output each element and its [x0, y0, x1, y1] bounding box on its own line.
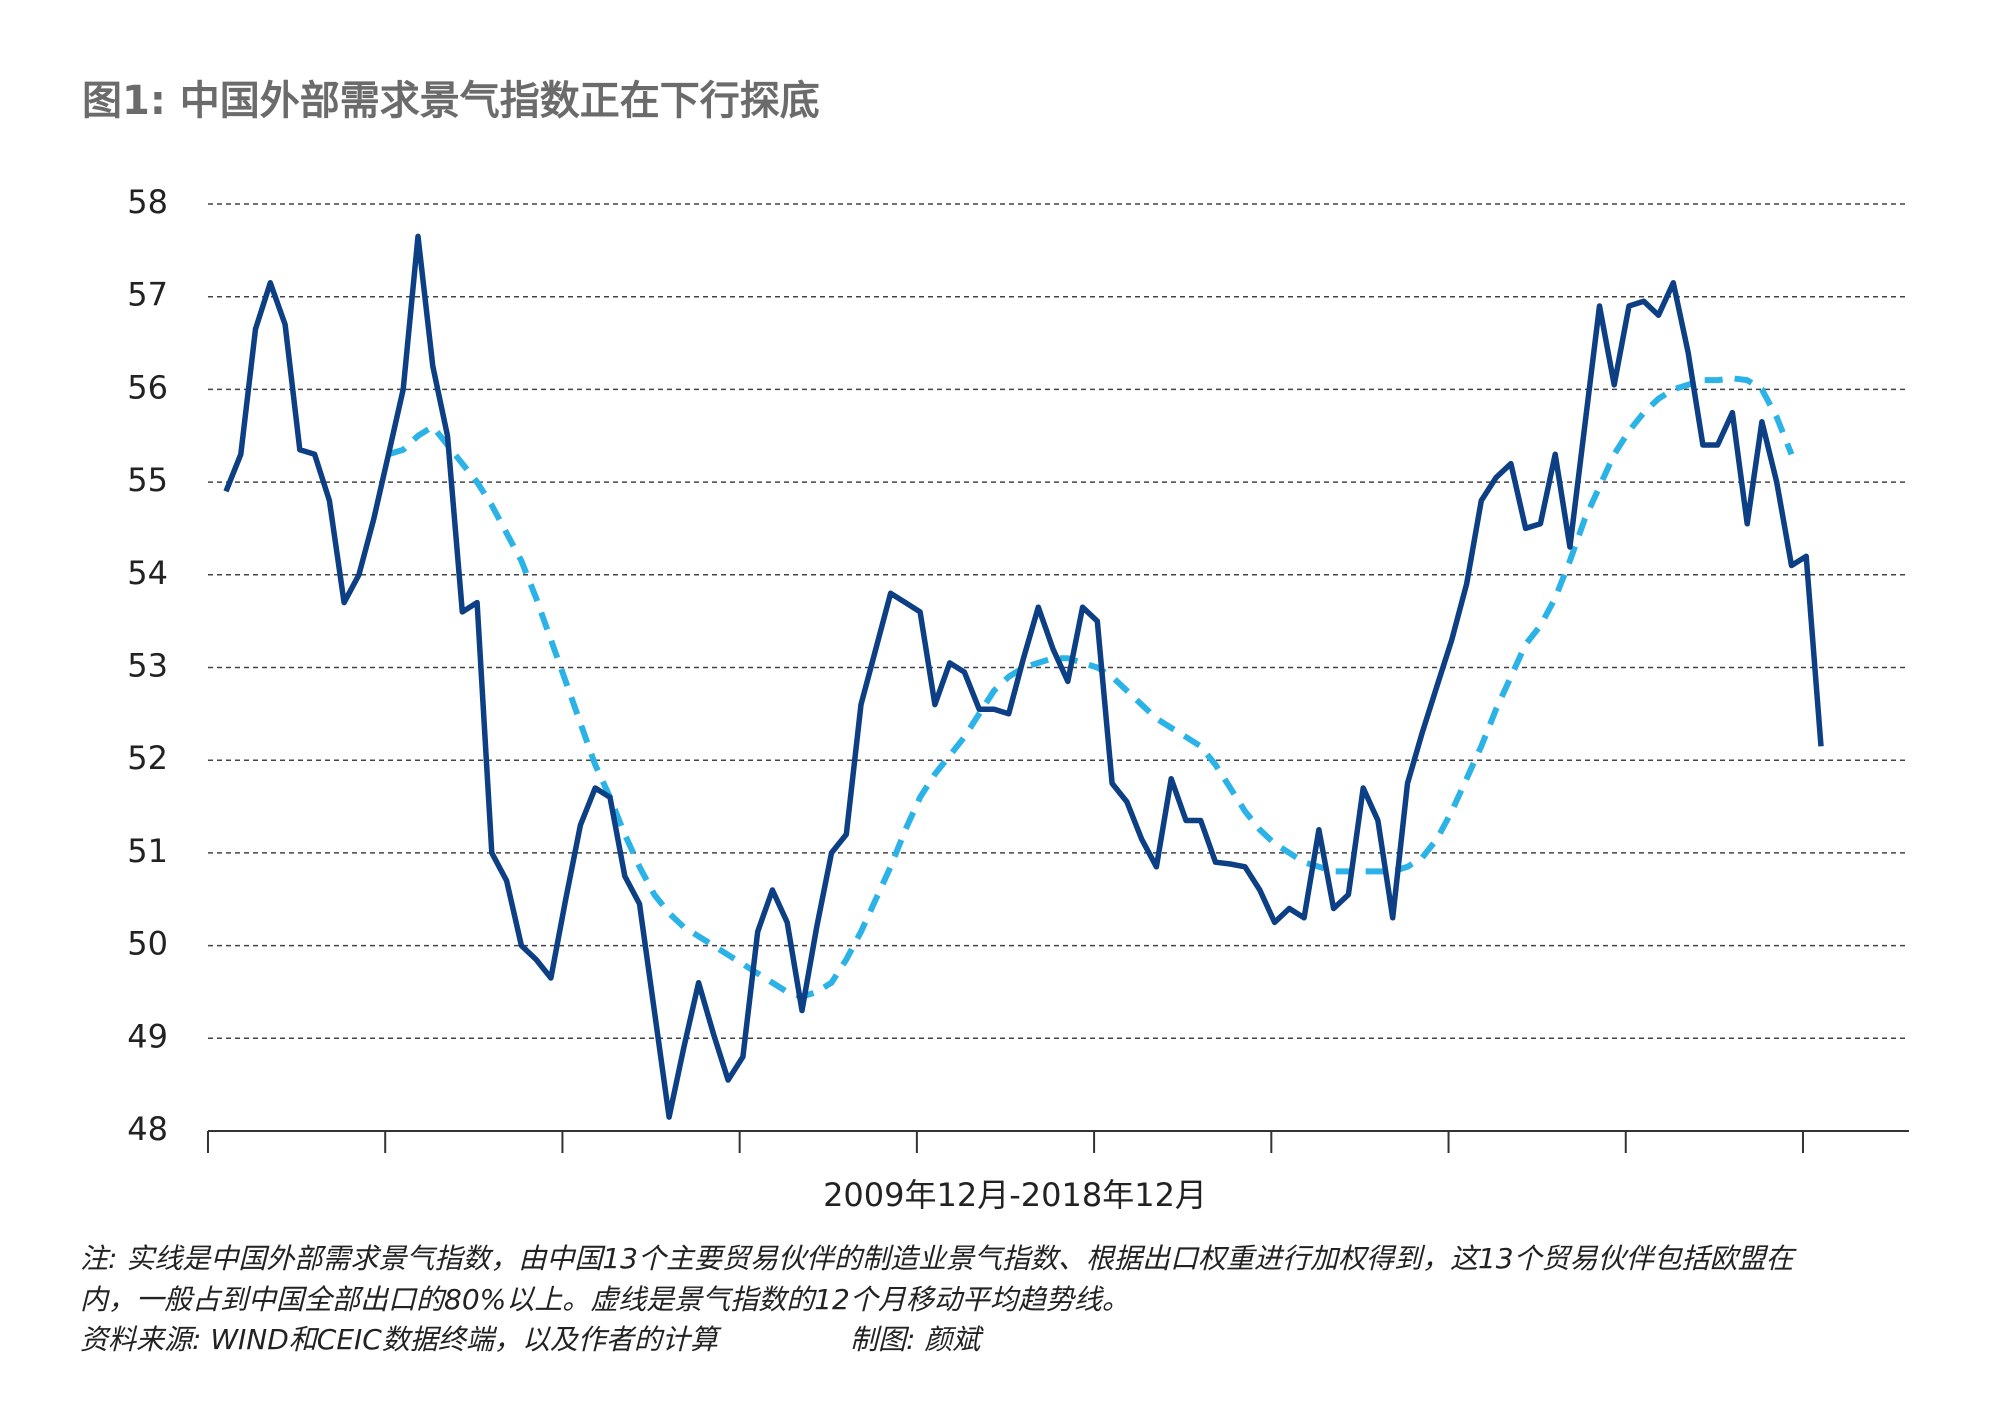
y-tick-label: 55	[127, 461, 168, 499]
y-tick-label: 57	[127, 276, 168, 314]
series-line	[387, 375, 1795, 1000]
y-tick-label: 58	[127, 183, 168, 221]
series-line	[223, 233, 1824, 1120]
credit: 制图: 颜斌	[850, 1323, 984, 1356]
source: 资料来源: WIND和CEIC数据终端，以及作者的计算	[80, 1323, 722, 1356]
chart-title: 图1: 中国外部需求景气指数正在下行探底	[82, 78, 820, 124]
y-tick-label: 48	[127, 1110, 168, 1148]
y-tick-label: 56	[127, 368, 168, 406]
y-tick-label: 50	[127, 925, 168, 963]
y-tick-label: 54	[127, 554, 168, 592]
y-tick-label: 52	[127, 739, 168, 777]
y-tick-label: 51	[127, 832, 168, 870]
y-tick-label: 53	[127, 647, 168, 685]
y-tick-label: 49	[127, 1017, 168, 1055]
note: 内，一般占到中国全部出口的80%以上。虚线是景气指数的12个月移动平均趋势线。	[80, 1283, 1130, 1316]
x-axis-label: 2009年12月-2018年12月	[823, 1176, 1207, 1214]
note: 注: 实线是中国外部需求景气指数，由中国13个主要贸易伙伴的制造业景气指数、根据…	[80, 1242, 1798, 1275]
